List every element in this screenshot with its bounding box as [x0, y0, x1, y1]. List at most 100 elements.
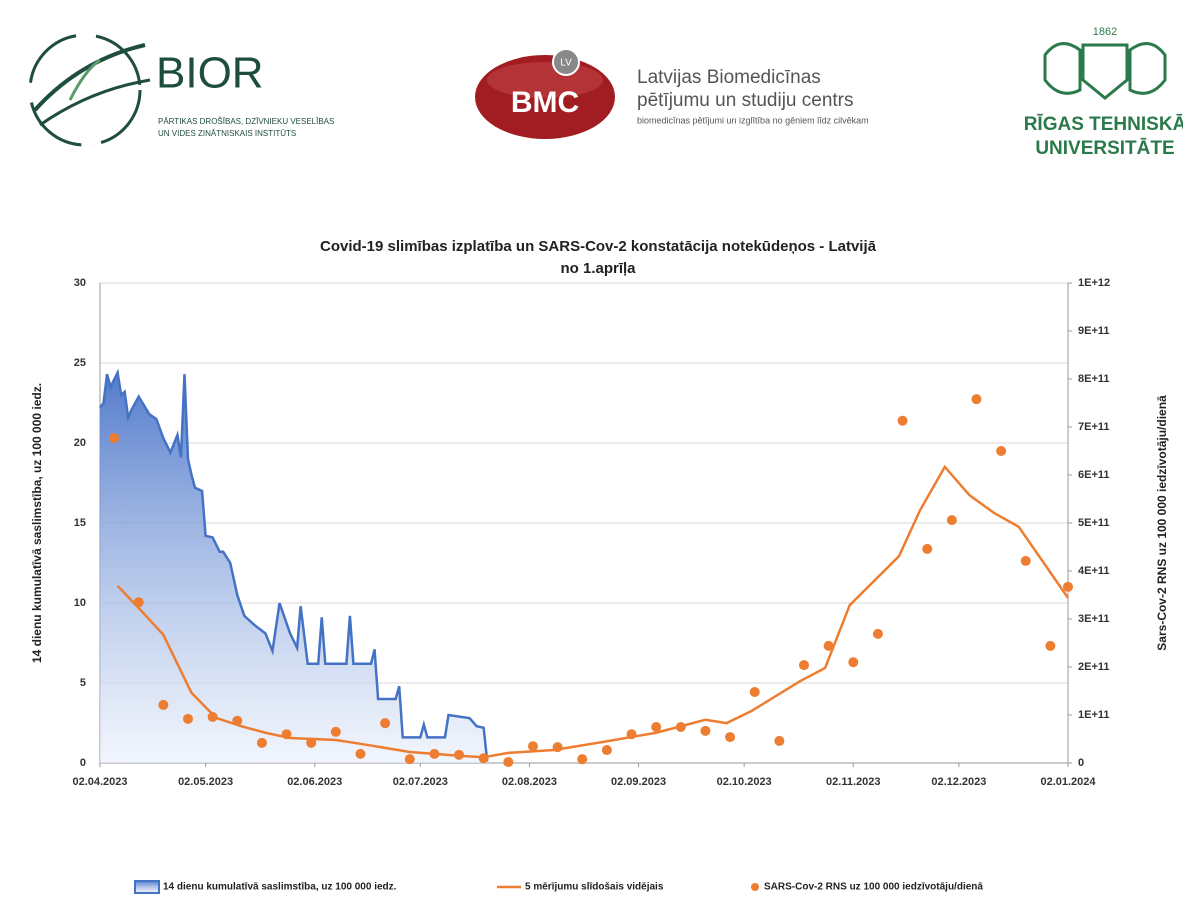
dot: [700, 725, 711, 736]
dot: [823, 640, 834, 651]
bior-name: BIOR: [156, 49, 264, 98]
dot: [306, 737, 317, 748]
x-tick-label: 02.07.2023: [393, 776, 448, 788]
logo-lions: [1043, 42, 1167, 95]
dot: [651, 722, 662, 732]
dot: [1063, 581, 1073, 592]
y2-tick-label: 9E+11: [1078, 325, 1110, 337]
y2-tick-label: 2E+11: [1078, 661, 1110, 673]
y2-tick-label: 5E+11: [1078, 517, 1110, 529]
y2-tick-label: 8E+11: [1078, 373, 1110, 385]
y2-tick-label: 7E+11: [1078, 421, 1110, 433]
rtu-line: UNIVERSITĀTE: [1035, 138, 1174, 159]
dot: [725, 732, 736, 743]
y2-tick-label: 6E+11: [1078, 469, 1110, 481]
dot: [577, 754, 588, 765]
dot: [503, 757, 514, 768]
dot: [774, 735, 785, 746]
legend-swatch: [751, 883, 759, 891]
dot: [330, 726, 341, 737]
bmc-line: Latvijas Biomedicīnas: [637, 67, 821, 88]
dot: [109, 433, 120, 444]
dot: [626, 729, 637, 740]
y-tick-label: 15: [74, 517, 86, 529]
logo-swoosh: [33, 43, 146, 112]
legend-label: 14 dienu kumulatīvā saslimstība, uz 100 …: [163, 882, 397, 893]
rtu-line: RĪGAS TEHNISKĀ: [1024, 114, 1183, 135]
chart-title: Covid-19 slimības izplatība un SARS-Cov-…: [320, 238, 877, 255]
y-tick-label: 0: [80, 757, 86, 769]
legend-label: 5 mērījumu slīdošais vidējais: [525, 882, 664, 893]
dot: [527, 741, 538, 752]
legend-swatch: [134, 880, 160, 894]
dot: [256, 737, 267, 748]
logo-ring: [28, 33, 142, 147]
dot: [380, 718, 391, 729]
rtu-logo: 1862 RĪGAS TEHNISKĀ UNIVERSITĀTE: [1024, 26, 1183, 159]
y2-tick-label: 1E+11: [1078, 709, 1110, 721]
logo-swoosh: [39, 78, 151, 127]
dot: [897, 415, 908, 426]
bmc-name: BMC: [511, 86, 579, 119]
x-tick-label: 02.12.2023: [931, 776, 986, 788]
dot: [232, 715, 243, 726]
bior-line: PĀRTIKAS DROŠĪBAS, DZĪVNIEKU VESELĪBAS: [158, 117, 334, 126]
area-fill: [100, 372, 488, 763]
dot: [996, 446, 1007, 456]
dot: [1020, 555, 1031, 566]
x-tick-label: 02.10.2023: [717, 776, 772, 788]
y-tick-label: 5: [80, 677, 86, 689]
y2-tick-label: 3E+11: [1078, 613, 1110, 625]
x-tick-label: 02.01.2024: [1040, 776, 1096, 788]
bmc-line: pētījumu un studiju centrs: [637, 90, 854, 111]
bmc-line: biomedicīnas pētījumi un izglītība no gē…: [637, 115, 869, 125]
dot: [133, 597, 144, 608]
dot: [675, 722, 686, 732]
chart-title: no 1.aprīļa: [560, 260, 636, 277]
bior-line: UN VIDES ZINĀTNISKAIS INSTITŪTS: [158, 129, 296, 138]
y2-tick-label: 1E+12: [1078, 277, 1110, 289]
y-tick-label: 25: [74, 357, 86, 369]
dot: [183, 713, 193, 724]
logo-leaf: [68, 58, 101, 101]
y-axis-label: 14 dienu kumulatīvā saslimstība, uz 100 …: [30, 383, 44, 663]
x-tick-label: 02.09.2023: [611, 776, 666, 788]
dot: [799, 660, 809, 671]
dot: [281, 729, 292, 740]
dot: [552, 742, 563, 753]
y2-axis-label: Sars-Cov-2 RNS uz 100 000 iedzīvotāju/di…: [1155, 395, 1169, 651]
x-tick-label: 02.04.2023: [72, 776, 127, 788]
legend-label: SARS-Cov-2 RNS uz 100 000 iedzīvotāju/di…: [764, 882, 983, 893]
y-tick-label: 20: [74, 437, 86, 449]
dot: [404, 754, 415, 765]
dot: [946, 515, 957, 526]
dot: [848, 657, 859, 668]
dot: [601, 745, 612, 756]
dot: [971, 394, 982, 405]
logo-shield: [1081, 43, 1129, 100]
dot: [454, 749, 465, 760]
bior-logo: BIOR PĀRTIKAS DROŠĪBAS, DZĪVNIEKU VESELĪ…: [28, 33, 334, 147]
dot: [1045, 640, 1056, 651]
dot: [429, 748, 440, 759]
y-tick-label: 30: [74, 277, 86, 289]
rtu-year: 1862: [1093, 26, 1117, 38]
x-tick-label: 02.11.2023: [826, 776, 880, 788]
x-tick-label: 02.05.2023: [178, 776, 233, 788]
dot: [207, 711, 218, 722]
dot: [922, 543, 933, 554]
dot: [355, 748, 366, 759]
x-tick-label: 02.08.2023: [502, 776, 557, 788]
dot: [158, 699, 169, 710]
bmc-logo: LV BMC Latvijas Biomedicīnas pētījumu un…: [475, 48, 869, 139]
y2-tick-label: 4E+11: [1078, 565, 1110, 577]
dot: [749, 686, 760, 697]
y-tick-label: 10: [74, 597, 86, 609]
dot: [478, 753, 489, 764]
dot: [872, 628, 883, 639]
x-tick-label: 02.06.2023: [287, 776, 342, 788]
area-line: [98, 368, 489, 762]
y2-tick-label: 0: [1078, 757, 1084, 769]
